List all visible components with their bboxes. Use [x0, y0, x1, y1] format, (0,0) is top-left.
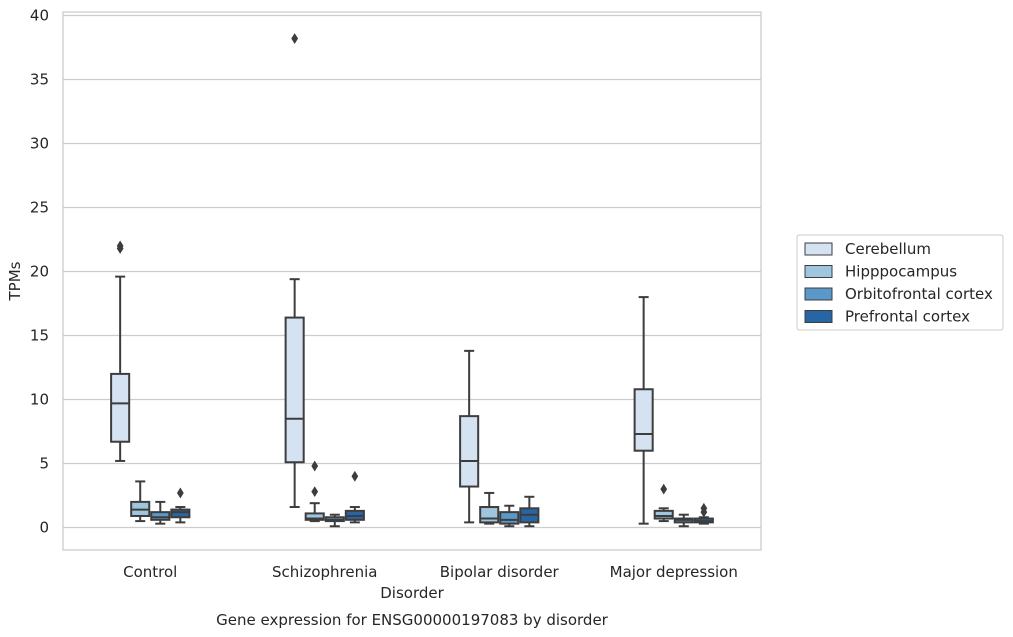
box-hipppocampus	[130, 480, 151, 523]
box-orbitofrontal-cortex	[324, 513, 345, 528]
legend-label: Cerebellum	[845, 240, 931, 258]
outlier-point	[660, 483, 668, 495]
legend-swatch	[804, 287, 833, 301]
plot-area-frame	[62, 11, 762, 551]
x-tick-labels: Control Schizophrenia Bipolar disorder Majo…	[123, 563, 738, 581]
box-prefrontal-cortex	[170, 487, 191, 524]
box-prefrontal-cortex	[344, 470, 365, 524]
x-tick-label: Control	[123, 563, 177, 581]
legend-label: Hipppocampus	[845, 263, 957, 281]
box-cerebellum	[633, 296, 654, 525]
y-tick-labels: 0 5 10 15 20 25 30 35 40	[30, 7, 49, 537]
legend-label: Prefrontal cortex	[845, 308, 970, 326]
legend-swatch	[804, 265, 833, 278]
box-cerebellum	[110, 240, 131, 462]
box-hipppocampus	[304, 460, 325, 523]
boxes	[110, 33, 714, 528]
box-orbitofrontal-cortex	[673, 513, 694, 528]
y-tick-label: 10	[30, 391, 49, 409]
legend: Cerebellum Hipppocampus Orbitofrontal cort…	[796, 234, 1004, 331]
box-prefrontal-cortex	[519, 495, 540, 528]
y-tick-label: 0	[39, 519, 49, 537]
x-tick-label: Bipolar disorder	[440, 563, 560, 581]
outlier-point	[700, 502, 708, 514]
gridlines	[63, 14, 761, 529]
x-tick-label: Schizophrenia	[272, 563, 377, 581]
y-tick-label: 35	[30, 71, 49, 89]
legend-frame	[796, 234, 1004, 331]
box-cerebellum	[459, 349, 480, 524]
outlier-point	[116, 240, 124, 252]
y-tick-label: 20	[30, 263, 49, 281]
y-tick-label: 15	[30, 327, 49, 345]
box-body	[499, 511, 520, 525]
x-tick-label: Major depression	[610, 563, 738, 581]
box-hipppocampus	[479, 491, 500, 525]
legend-label: Orbitofrontal cortex	[845, 285, 993, 303]
y-tick-label: 5	[39, 455, 49, 473]
y-tick-label: 40	[30, 7, 49, 25]
outlier-point	[311, 460, 319, 472]
legend-swatch	[804, 242, 833, 256]
box-body	[150, 511, 171, 521]
y-tick-label: 25	[30, 199, 49, 217]
box-body	[479, 506, 500, 524]
outlier-point	[176, 487, 184, 499]
box-body	[284, 316, 305, 464]
box-body	[170, 508, 191, 519]
box-body	[459, 415, 480, 488]
box-hipppocampus	[653, 483, 674, 523]
box-cerebellum	[284, 33, 305, 509]
chart-caption: Gene expression for ENSG00000197083 by d…	[216, 611, 609, 629]
box-prefrontal-cortex	[693, 502, 714, 525]
box-body	[304, 512, 325, 521]
legend-swatch	[804, 310, 833, 323]
box-body	[633, 388, 654, 452]
box-orbitofrontal-cortex	[150, 500, 171, 525]
x-axis-label: Disorder	[380, 584, 444, 602]
box-body	[653, 509, 674, 520]
y-tick-label: 30	[30, 135, 49, 153]
box-orbitofrontal-cortex	[499, 504, 520, 528]
outlier-point	[291, 33, 299, 44]
outlier-point	[311, 486, 319, 498]
box-body	[110, 372, 131, 443]
y-axis-label: TPMs	[6, 261, 24, 301]
outlier-point	[351, 470, 359, 482]
